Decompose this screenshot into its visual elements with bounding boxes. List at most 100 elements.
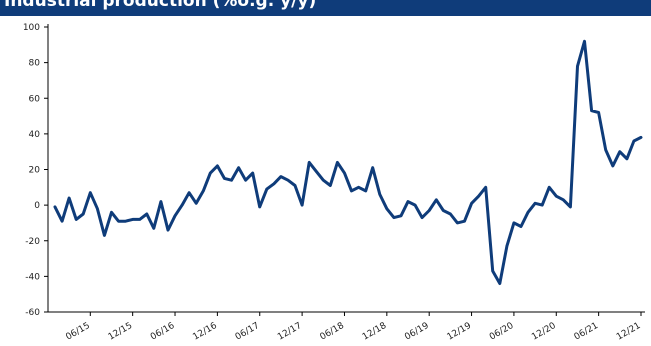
- data-point: [103, 234, 106, 237]
- y-tick-label: 40: [29, 130, 41, 140]
- data-point: [68, 197, 70, 199]
- data-point: [407, 200, 409, 203]
- data-point: [315, 170, 318, 173]
- y-tick-label: 60: [29, 94, 41, 104]
- data-point: [89, 191, 92, 194]
- x-tick-label: 12/15: [107, 321, 134, 343]
- y-tick-label: 20: [29, 166, 41, 176]
- data-point: [442, 209, 445, 212]
- data-point: [484, 186, 487, 189]
- data-point: [167, 229, 169, 231]
- x-tick-label: 12/21: [615, 321, 642, 343]
- data-point: [230, 179, 233, 181]
- data-point: [612, 165, 614, 167]
- data-point: [153, 227, 155, 230]
- data-point: [527, 211, 529, 214]
- data-point: [421, 216, 423, 219]
- x-tick-label: 12/18: [361, 321, 389, 343]
- data-point: [414, 204, 416, 206]
- data-point: [273, 183, 275, 185]
- y-tick-label: -40: [25, 272, 40, 282]
- data-point: [251, 172, 254, 174]
- data-point: [82, 213, 84, 215]
- data-point: [393, 216, 395, 219]
- data-point: [322, 179, 325, 181]
- data-point: [54, 206, 56, 208]
- data-point: [124, 220, 127, 222]
- data-point: [110, 211, 113, 214]
- data-point: [555, 195, 558, 197]
- data-point: [244, 179, 247, 181]
- data-point: [357, 186, 360, 189]
- data-point: [470, 202, 473, 205]
- x-tick-label: 12/19: [446, 321, 474, 343]
- data-point: [96, 207, 99, 210]
- x-tick-label: 12/16: [191, 321, 219, 343]
- data-point: [604, 149, 607, 151]
- y-tick-label: -60: [25, 308, 40, 318]
- data-point: [188, 191, 190, 194]
- data-point: [520, 225, 522, 228]
- data-point: [195, 202, 197, 205]
- data-point: [131, 218, 134, 221]
- data-point: [477, 195, 480, 197]
- data-point: [258, 206, 261, 208]
- x-tick-label: 06/16: [149, 321, 177, 343]
- x-axis: 06/15 12/15 06/16 12/16 06/17 12/17 06/18 12/18…: [48, 311, 645, 343]
- y-tick-label: 0: [34, 201, 40, 211]
- data-point: [61, 220, 63, 222]
- data-point: [562, 199, 565, 201]
- data-point: [329, 184, 332, 187]
- data-point: [583, 40, 586, 43]
- data-point: [364, 190, 367, 192]
- data-point: [146, 213, 148, 215]
- data-point: [456, 222, 459, 224]
- data-point: [343, 172, 346, 174]
- data-point: [294, 184, 296, 187]
- x-tick-label: 12/20: [530, 321, 558, 343]
- data-point: [491, 270, 494, 272]
- data-point: [548, 186, 550, 189]
- y-tick-label: -20: [25, 237, 40, 247]
- x-tick-label: 06/18: [319, 321, 347, 343]
- chart-title-bar: Industrial production (%o.g. y/y): [0, 0, 651, 16]
- line-chart: -60 -40 -20 0 20 40 60 80 100 06/15 12/15 06/16 12/…: [23, 23, 645, 343]
- data-point: [371, 166, 374, 169]
- data-point: [569, 206, 572, 208]
- data-point: [463, 220, 466, 222]
- x-tick-label: 06/15: [64, 321, 91, 343]
- data-point: [619, 150, 621, 153]
- data-point: [541, 204, 543, 206]
- data-point: [209, 172, 212, 174]
- data-point: [626, 158, 628, 160]
- data-point: [428, 209, 431, 212]
- data-point: [308, 161, 311, 164]
- data-point: [499, 282, 501, 285]
- data-point: [181, 204, 183, 206]
- data-point: [202, 190, 205, 192]
- x-tick-label: 06/17: [234, 321, 261, 343]
- data-point: [160, 200, 162, 203]
- y-tick-label: 100: [23, 23, 40, 33]
- data-point: [379, 193, 381, 196]
- y-axis: -60 -40 -20 0 20 40 60 80 100: [23, 23, 49, 318]
- series-layer: [53, 39, 643, 285]
- data-point: [435, 199, 438, 201]
- data-point: [301, 204, 303, 206]
- x-tick-label: 06/20: [488, 321, 516, 343]
- data-point: [513, 222, 515, 224]
- data-point: [350, 190, 353, 192]
- data-point: [597, 111, 600, 114]
- data-point: [400, 215, 402, 217]
- data-point: [386, 207, 388, 210]
- data-point: [506, 245, 508, 247]
- series-line: [53, 39, 643, 285]
- data-point: [449, 213, 452, 215]
- chart-title: Industrial production (%o.g. y/y): [4, 0, 317, 11]
- data-point: [633, 140, 635, 142]
- x-tick-label: 12/17: [276, 321, 303, 343]
- data-point: [590, 109, 593, 112]
- data-point: [534, 202, 536, 205]
- data-point: [223, 177, 226, 180]
- data-point: [117, 220, 120, 222]
